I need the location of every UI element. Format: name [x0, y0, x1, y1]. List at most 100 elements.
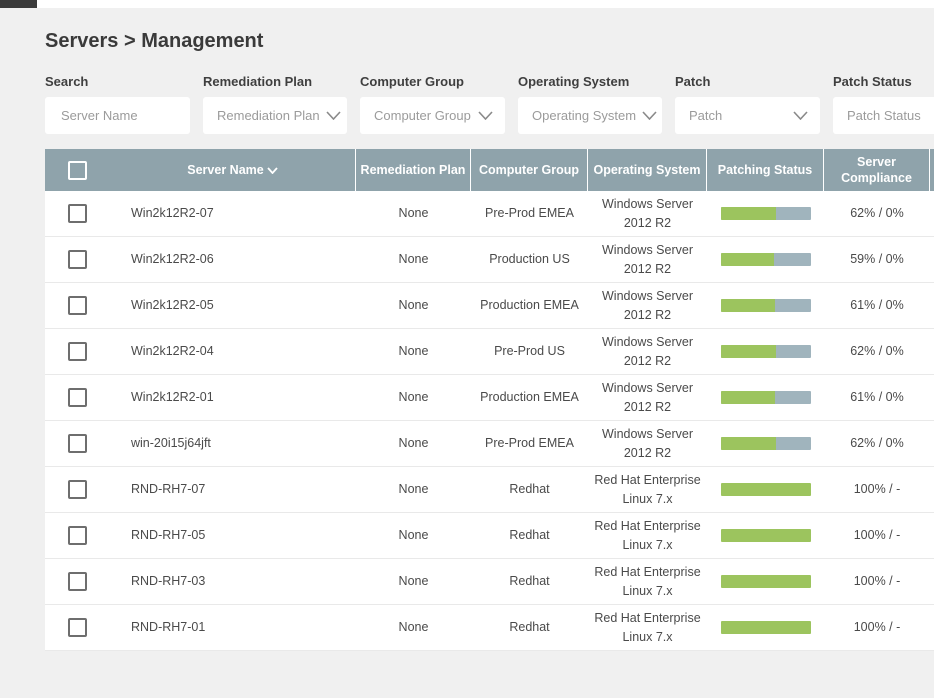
row-checkbox[interactable]: [68, 388, 87, 407]
search-label: Search: [45, 74, 89, 89]
patch-select[interactable]: Patch: [675, 97, 820, 134]
servers-table: Server Name Remediation Plan Computer Gr…: [45, 149, 934, 651]
server-name-cell: Win2k12R2-06: [131, 252, 214, 267]
select-all-checkbox[interactable]: [68, 160, 87, 180]
column-header-remediation-plan[interactable]: Remediation Plan: [356, 149, 471, 191]
row-checkbox-cell: [45, 296, 110, 315]
search-input[interactable]: [59, 96, 178, 135]
row-checkbox-cell: [45, 480, 110, 499]
patching-status-bar: [720, 391, 811, 404]
table-row: Win2k12R2-04 None Pre-Prod US Windows Serve…: [45, 329, 934, 375]
patching-status-bar-fill: [720, 207, 777, 220]
row-checkbox[interactable]: [68, 480, 87, 499]
patching-status-bar-fill: [720, 391, 776, 404]
column-header-server-compliance[interactable]: Server Compliance: [824, 149, 930, 191]
operating-system-cell: Windows Server 2012 R2: [602, 335, 693, 368]
filter-patch-status: Patch Status Patch Status: [833, 74, 934, 134]
computer-group-cell: Redhat: [509, 620, 550, 635]
patching-status-bar-fill: [720, 483, 811, 496]
remediation-plan-cell: None: [398, 574, 429, 589]
row-checkbox[interactable]: [68, 618, 87, 637]
patching-status-bar: [720, 253, 811, 266]
operating-system-label: Operating System: [518, 74, 630, 89]
server-compliance-cell: 100% / -: [853, 574, 901, 589]
computer-group-select[interactable]: Computer Group: [360, 97, 505, 134]
operating-system-cell: Red Hat Enterprise Linux 7.x: [594, 611, 701, 644]
table-row: RND-RH7-01 None Redhat Red Hat Enterprise L…: [45, 605, 934, 651]
operating-system-cell: Windows Server 2012 R2: [602, 381, 693, 414]
patching-status-cell: [707, 575, 824, 588]
column-header-computer-group[interactable]: Computer Group: [471, 149, 588, 191]
operating-system-select[interactable]: Operating System: [518, 97, 662, 134]
row-checkbox[interactable]: [68, 526, 87, 545]
server-name-cell: Win2k12R2-01: [131, 390, 214, 405]
table-row: win-20i15j64jft None Pre-Prod EMEA Windows …: [45, 421, 934, 467]
search-field-box[interactable]: [45, 96, 190, 135]
patching-status-bar: [720, 207, 811, 220]
server-compliance-cell: 62% / 0%: [850, 206, 904, 221]
table-body: Win2k12R2-07 None Pre-Prod EMEA Windows Ser…: [45, 191, 934, 651]
row-checkbox-cell: [45, 618, 110, 637]
remediation-plan-cell: None: [398, 482, 429, 497]
row-checkbox[interactable]: [68, 204, 87, 223]
remediation-plan-cell: None: [398, 206, 429, 221]
chevron-down-icon: [793, 107, 808, 125]
patching-status-bar: [720, 529, 811, 542]
row-checkbox[interactable]: [68, 572, 87, 591]
server-compliance-cell: 59% / 0%: [850, 252, 904, 267]
patch-value: Patch: [689, 108, 723, 123]
server-compliance-cell: 62% / 0%: [850, 344, 904, 359]
server-compliance-cell: 61% / 0%: [850, 298, 904, 313]
patch-status-label: Patch Status: [833, 74, 912, 89]
patching-status-bar-fill: [720, 299, 776, 312]
operating-system-cell: Red Hat Enterprise Linux 7.x: [594, 473, 701, 506]
server-compliance-cell: 62% / 0%: [850, 436, 904, 451]
patching-status-bar: [720, 437, 811, 450]
sort-desc-icon: [267, 166, 278, 174]
row-checkbox[interactable]: [68, 434, 87, 453]
patching-status-cell: [707, 299, 824, 312]
column-header-operating-system[interactable]: Operating System: [588, 149, 707, 191]
computer-group-cell: Pre-Prod EMEA: [485, 436, 574, 451]
chevron-down-icon: [326, 107, 341, 125]
table-row: Win2k12R2-01 None Production EMEA Windows S…: [45, 375, 934, 421]
row-checkbox[interactable]: [68, 296, 87, 315]
remediation-plan-cell: None: [398, 252, 429, 267]
column-header-patching-status[interactable]: Patching Status: [707, 149, 824, 191]
remediation-plan-cell: None: [398, 436, 429, 451]
top-strip: [0, 0, 934, 8]
server-name-cell: RND-RH7-03: [131, 574, 206, 589]
remediation-plan-cell: None: [398, 344, 429, 359]
server-name-cell: RND-RH7-01: [131, 620, 206, 635]
operating-system-cell: Red Hat Enterprise Linux 7.x: [594, 565, 701, 598]
operating-system-cell: Red Hat Enterprise Linux 7.x: [594, 519, 701, 552]
patching-status-cell: [707, 621, 824, 634]
patch-status-select[interactable]: Patch Status: [833, 97, 934, 134]
remediation-plan-cell: None: [398, 298, 429, 313]
remediation-plan-select[interactable]: Remediation Plan: [203, 97, 347, 134]
operating-system-value: Operating System: [532, 108, 637, 123]
remediation-plan-value: Remediation Plan: [217, 108, 320, 123]
patching-status-bar-fill: [720, 575, 811, 588]
remediation-plan-cell: None: [398, 390, 429, 405]
table-row: RND-RH7-05 None Redhat Red Hat Enterprise L…: [45, 513, 934, 559]
server-compliance-cell: 100% / -: [853, 620, 901, 635]
operating-system-cell: Windows Server 2012 R2: [602, 289, 693, 322]
row-checkbox[interactable]: [68, 250, 87, 269]
computer-group-cell: Pre-Prod EMEA: [485, 206, 574, 221]
server-compliance-cell: 100% / -: [853, 528, 901, 543]
row-checkbox[interactable]: [68, 342, 87, 361]
computer-group-cell: Production EMEA: [480, 298, 579, 313]
table-row: RND-RH7-03 None Redhat Red Hat Enterprise L…: [45, 559, 934, 605]
patching-status-cell: [707, 345, 824, 358]
column-header-label: Server Name: [187, 162, 264, 177]
server-name-cell: Win2k12R2-05: [131, 298, 214, 313]
server-name-cell: Win2k12R2-04: [131, 344, 214, 359]
row-checkbox-cell: [45, 342, 110, 361]
remediation-plan-cell: None: [398, 528, 429, 543]
patching-status-bar: [720, 299, 811, 312]
column-header-server-name[interactable]: Server Name: [110, 149, 356, 191]
row-checkbox-cell: [45, 388, 110, 407]
chevron-down-icon: [478, 107, 493, 125]
computer-group-cell: Production EMEA: [480, 390, 579, 405]
